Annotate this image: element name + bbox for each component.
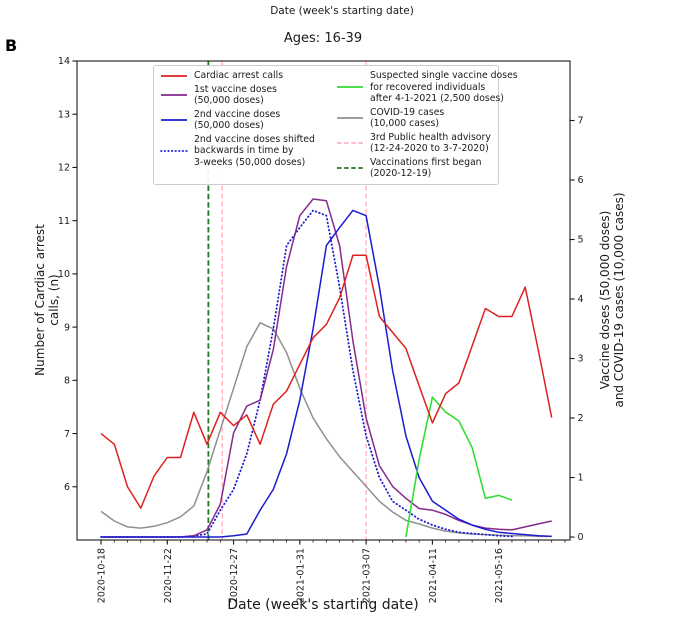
legend-item-cardiac-arrest-calls: Cardiac arrest calls bbox=[160, 70, 326, 82]
legend-label: (2020-12-19) bbox=[370, 168, 432, 180]
y-left-axis-label: Number of Cardiac arrestcalls, (n) bbox=[33, 224, 61, 376]
series-covid-19-cases-line bbox=[100, 322, 552, 538]
y-left-tick-label: 11 bbox=[58, 216, 70, 227]
legend: Cardiac arrest calls 1st vaccine doses (… bbox=[153, 65, 518, 185]
panel-label: B bbox=[5, 36, 18, 55]
legend-column-right: Suspected single vaccine doses for recov… bbox=[336, 70, 518, 180]
y-left-tick-label: 14 bbox=[58, 56, 70, 67]
legend-item-covid-19-cases: COVID-19 cases (10,000 cases) bbox=[336, 107, 492, 130]
legend-label: (50,000 doses) bbox=[194, 120, 264, 132]
y-left-tick-label: 7 bbox=[64, 429, 70, 440]
legend-label: 2nd vaccine doses bbox=[194, 108, 281, 120]
chart-title: Ages: 16-39 bbox=[283, 31, 363, 46]
legend-label: backwards in time by bbox=[194, 145, 294, 157]
y-right-tick-label: 0 bbox=[578, 532, 584, 543]
legend-label: Cardiac arrest calls bbox=[194, 70, 284, 81]
x-tick-label: 2020-12-27 bbox=[229, 548, 240, 603]
legend-label: 3rd Public health advisory bbox=[370, 131, 491, 143]
y-left-tick-label: 12 bbox=[58, 163, 70, 174]
legend-label: 2nd vaccine doses shifted bbox=[194, 133, 315, 145]
legend-item-first-vaccine-doses: 1st vaccine doses (50,000 doses) bbox=[160, 84, 326, 107]
legend-item-public-health-advisory: 3rd Public health advisory (12-24-2020 t… bbox=[336, 132, 492, 155]
y-left-tick-label: 10 bbox=[58, 269, 70, 280]
plot-frame bbox=[76, 60, 571, 541]
legend-label: (50,000 doses) bbox=[194, 95, 264, 107]
x-tick-label: 2021-03-07 bbox=[362, 548, 373, 603]
x-tick-label: 2021-04-11 bbox=[428, 548, 439, 603]
x-tick-label: 2021-05-16 bbox=[494, 548, 505, 603]
y-right-tick-label: 5 bbox=[578, 235, 584, 246]
series-cardiac-arrest-calls-line bbox=[100, 254, 553, 509]
legend-label: (10,000 cases) bbox=[370, 118, 439, 130]
legend-column-left: Cardiac arrest calls 1st vaccine doses (… bbox=[160, 70, 326, 180]
y-right-axis-label: Vaccine doses (50,000 doses)and COVID-19… bbox=[598, 192, 626, 407]
y-right-tick-label: 6 bbox=[578, 175, 584, 186]
legend-item-second-vaccine-doses-shifted: 2nd vaccine doses shifted backwards in t… bbox=[160, 134, 326, 169]
purple-line-swatch bbox=[161, 94, 187, 96]
legend-item-second-vaccine-doses: 2nd vaccine doses (50,000 doses) bbox=[160, 109, 326, 132]
series-second-vaccine-doses-line bbox=[101, 209, 552, 538]
legend-item-suspected-single-doses: Suspected single vaccine doses for recov… bbox=[336, 70, 518, 105]
y-left-tick-label: 6 bbox=[64, 482, 70, 493]
figure-suptitle: Date (week's starting date) bbox=[270, 5, 414, 17]
legend-label: COVID-19 cases bbox=[370, 106, 445, 118]
y-left-tick-label: 8 bbox=[64, 376, 70, 387]
blue-dotted-line-swatch bbox=[160, 149, 188, 152]
x-tick-label: 2020-11-22 bbox=[163, 548, 174, 603]
y-right-tick-label: 7 bbox=[578, 116, 584, 127]
series-suspected-single-doses-line bbox=[405, 396, 513, 538]
x-tick-label: 2020-10-18 bbox=[96, 548, 107, 603]
x-axis-label: Date (week's starting date) bbox=[227, 597, 419, 613]
x-tick-label: 2021-01-31 bbox=[295, 548, 306, 603]
y-right-tick-label: 1 bbox=[578, 473, 584, 484]
red-line-swatch bbox=[161, 74, 187, 77]
series-second-vaccine-doses-shifted-line bbox=[100, 209, 513, 538]
blue-line-swatch bbox=[161, 119, 187, 121]
legend-label: Suspected single vaccine doses bbox=[370, 70, 518, 81]
y-right-tick-label: 2 bbox=[578, 413, 584, 424]
legend-label: for recovered individuals bbox=[370, 81, 486, 93]
gray-line-swatch bbox=[337, 117, 363, 119]
legend-label: 1st vaccine doses bbox=[194, 83, 277, 95]
darkgreen-dashed-line-swatch bbox=[337, 167, 363, 169]
legend-label: 3-weeks (50,000 doses) bbox=[194, 156, 306, 168]
y-left-tick-label: 9 bbox=[64, 322, 70, 333]
y-right-tick-label: 3 bbox=[578, 354, 584, 365]
green-line-swatch bbox=[337, 86, 363, 89]
y-right-tick-label: 4 bbox=[578, 294, 584, 305]
legend-item-vaccinations-first-began: Vaccinations first began (2020-12-19) bbox=[336, 157, 492, 180]
y-left-tick-label: 13 bbox=[58, 109, 70, 120]
legend-label: (12-24-2020 to 3-7-2020) bbox=[370, 143, 489, 155]
legend-label: Vaccinations first began bbox=[370, 156, 482, 168]
legend-label: after 4-1-2021 (2,500 doses) bbox=[370, 93, 504, 105]
pink-dashed-line-swatch bbox=[337, 142, 363, 144]
